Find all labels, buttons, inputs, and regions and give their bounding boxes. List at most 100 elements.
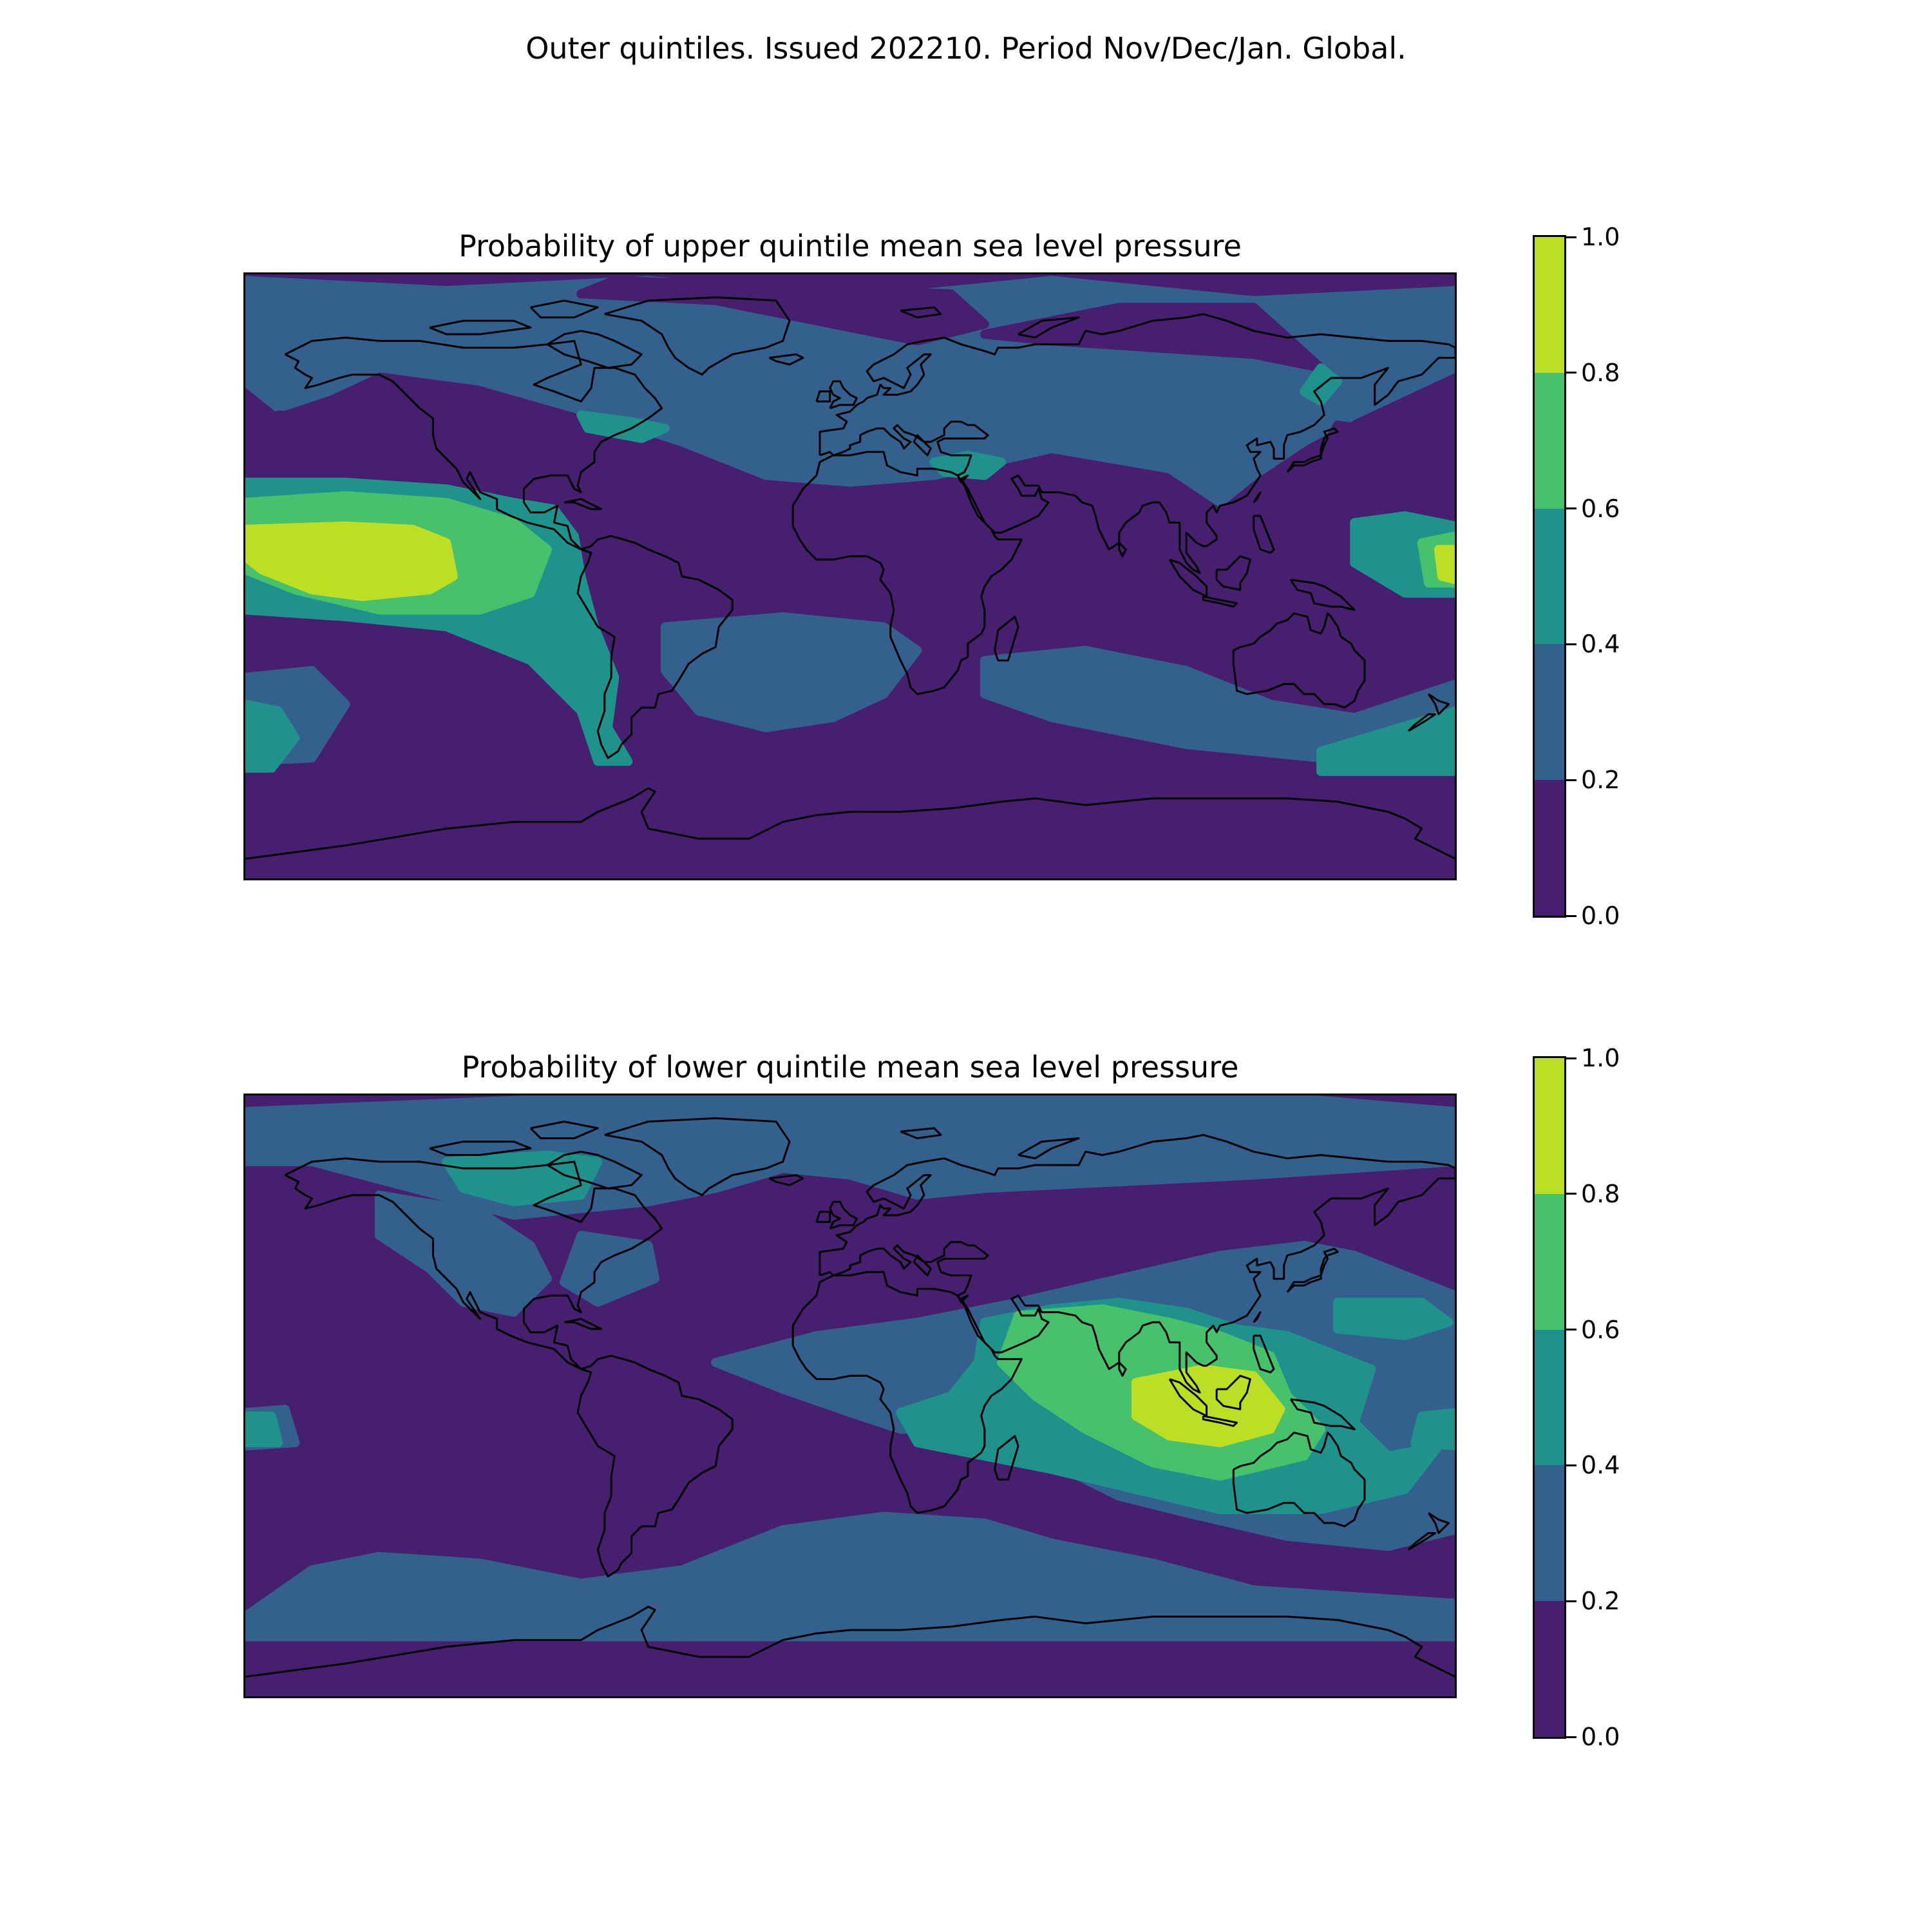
probability-region-10	[1333, 1298, 1454, 1340]
colorbar-tick	[1566, 1057, 1577, 1059]
coastline-7	[815, 390, 831, 402]
coastline-20	[1018, 316, 1080, 339]
colorbar-segment-0	[1535, 780, 1564, 916]
colorbar-segment-1	[1535, 644, 1564, 781]
coastline-24	[1118, 1361, 1127, 1377]
colorbar-segment-2	[1535, 1329, 1564, 1466]
coastline-0	[285, 336, 734, 759]
coastline-3	[1232, 612, 1366, 709]
colorbar-segment-1	[1535, 1465, 1564, 1602]
colorbar-segment-3	[1535, 372, 1564, 509]
coastline-23	[1253, 515, 1275, 554]
coastline-3	[1232, 1432, 1366, 1528]
coastline-20	[1018, 1137, 1080, 1160]
colorbar-tick-label: 0.4	[1581, 1451, 1620, 1480]
coastline-0	[285, 1157, 734, 1578]
coastline-12	[1289, 1398, 1356, 1430]
panel-lower-title: Probability of lower quintile mean sea l…	[461, 1050, 1239, 1084]
coastline-1	[604, 296, 791, 376]
probability-region-9	[245, 521, 458, 601]
coastline-18	[529, 299, 599, 319]
colorbar-tick	[1566, 779, 1577, 781]
colorbar-tick-label: 0.6	[1581, 494, 1620, 523]
map-upper-svg	[245, 274, 1455, 879]
colorbar-segment-4	[1535, 237, 1564, 373]
coastline-8	[1286, 1247, 1339, 1293]
map-upper	[245, 274, 1455, 879]
colorbar-lower	[1533, 1056, 1566, 1739]
coastline-19	[900, 1127, 942, 1139]
coastline-8	[1286, 427, 1339, 473]
probability-fields	[245, 276, 1455, 776]
colorbar-tick-label: 0.2	[1581, 766, 1620, 795]
probability-region-8	[1410, 1408, 1455, 1451]
colorbar-tick	[1566, 1736, 1577, 1738]
coastline-15	[564, 1318, 603, 1331]
probability-fields	[245, 1095, 1455, 1642]
probability-region-3	[245, 410, 435, 487]
coastline-17	[429, 319, 532, 336]
probability-region-4	[245, 1511, 1455, 1642]
colorbar-segment-2	[1535, 508, 1564, 645]
coastline-22	[1253, 491, 1262, 504]
probability-region-12	[1131, 1364, 1285, 1448]
probability-region-7	[245, 1411, 283, 1448]
colorbar-tick-label: 0.0	[1581, 1723, 1620, 1751]
colorbar-tick	[1566, 1600, 1577, 1602]
colorbar-tick-label: 0.0	[1581, 902, 1620, 930]
colorbar-tick	[1566, 372, 1577, 374]
coastlines	[245, 296, 1455, 860]
coastline-4	[245, 1605, 1455, 1678]
coastline-10	[1202, 1415, 1238, 1427]
colorbar-tick-label: 0.2	[1581, 1587, 1620, 1616]
figure-title: Outer quintiles. Issued 202210. Period N…	[526, 31, 1406, 66]
coastline-14	[1427, 1512, 1450, 1534]
colorbar-tick	[1566, 236, 1577, 238]
coastline-4	[245, 787, 1455, 860]
probability-region-5	[576, 410, 670, 443]
coastline-11	[1215, 1374, 1251, 1410]
colorbar-tick-label: 0.4	[1581, 630, 1620, 659]
probability-region-14	[245, 699, 300, 773]
colorbar-segment-3	[1535, 1193, 1564, 1330]
colorbar-tick	[1566, 1193, 1577, 1195]
probability-region-2	[560, 1231, 660, 1307]
coastline-9	[1168, 1378, 1208, 1417]
probability-region-6	[442, 1150, 603, 1207]
coastline-9	[1168, 558, 1208, 598]
coastline-7	[815, 1211, 831, 1223]
coastline-2	[791, 313, 1455, 696]
coastline-6	[829, 1200, 858, 1230]
coastline-2	[791, 1133, 1455, 1514]
coastline-10	[1202, 595, 1238, 608]
coastline-13	[1407, 713, 1437, 732]
colorbar-tick-label: 0.6	[1581, 1315, 1620, 1344]
colorbar-tick	[1566, 643, 1577, 645]
coastline-18	[529, 1121, 599, 1139]
coastline-5	[994, 616, 1019, 662]
coastlines	[245, 1117, 1455, 1678]
coastline-24	[1118, 542, 1127, 558]
coastline-21	[769, 1174, 804, 1186]
coastline-21	[769, 353, 804, 366]
probability-region-17	[1434, 545, 1455, 585]
probability-region-12	[1316, 706, 1455, 776]
colorbar-tick-label: 0.8	[1581, 358, 1620, 387]
colorbar-upper	[1533, 235, 1566, 918]
colorbar-tick	[1566, 914, 1577, 917]
coastline-19	[900, 306, 942, 319]
colorbar-tick	[1566, 1329, 1577, 1331]
coastline-11	[1215, 555, 1251, 591]
colorbar-tick-label: 1.0	[1581, 223, 1620, 251]
probability-region-1	[374, 1190, 552, 1317]
colorbar-segment-4	[1535, 1058, 1564, 1194]
coastline-5	[994, 1435, 1019, 1481]
coastline-15	[564, 498, 603, 511]
map-lower	[245, 1095, 1455, 1697]
coastline-12	[1289, 578, 1356, 611]
coastline-6	[829, 380, 858, 410]
colorbar-tick-label: 0.8	[1581, 1179, 1620, 1208]
coastline-14	[1427, 693, 1450, 715]
coastline-22	[1253, 1311, 1262, 1323]
colorbar-tick	[1566, 1464, 1577, 1466]
